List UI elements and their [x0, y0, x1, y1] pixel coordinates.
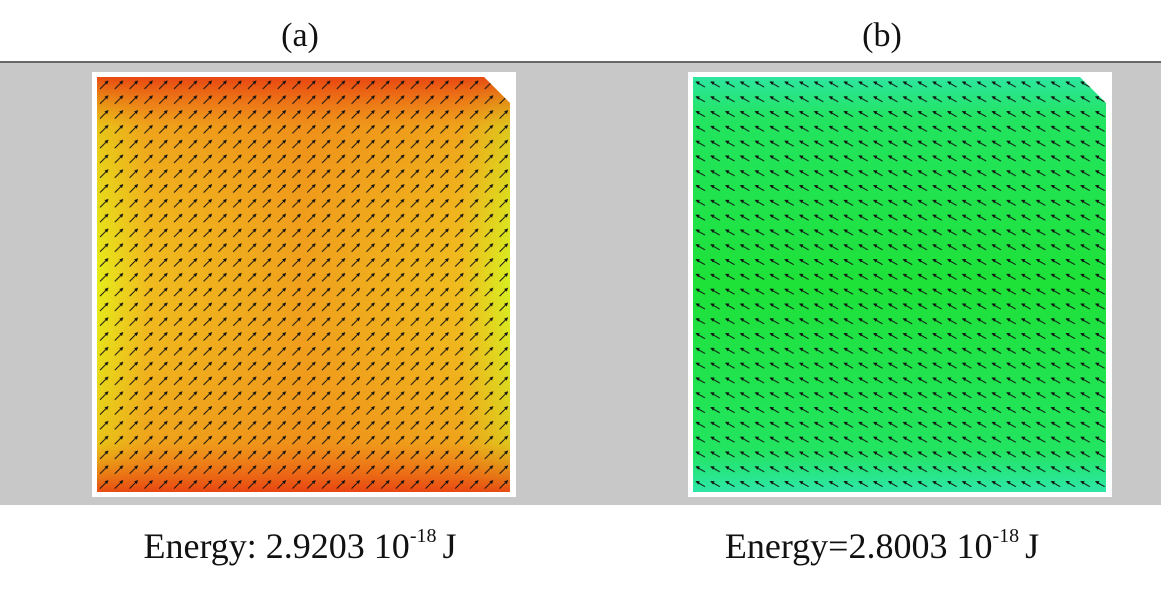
- panel-b: [688, 72, 1112, 497]
- panel-a: [92, 72, 516, 497]
- panel-label: (b): [862, 17, 902, 54]
- caption-unit: J: [442, 526, 456, 566]
- arrows: [693, 77, 1106, 492]
- caption-exponent: -18: [992, 525, 1019, 547]
- caption: Energy: 2.9203 10-18 J: [144, 525, 457, 566]
- caption-text: Energy=2.8003 10: [725, 526, 993, 566]
- caption: Energy=2.8003 10-18 J: [725, 525, 1039, 566]
- caption-text: Energy: 2.9203 10: [144, 526, 410, 566]
- panel-label: (a): [281, 17, 319, 54]
- caption-exponent: -18: [410, 525, 437, 547]
- caption-unit: J: [1025, 526, 1039, 566]
- arrows: [97, 77, 510, 492]
